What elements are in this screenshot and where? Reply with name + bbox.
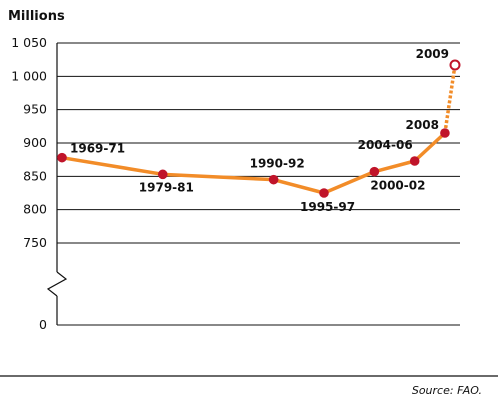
data-point <box>57 152 67 163</box>
y-tick-label: 1 050 <box>11 35 47 50</box>
y-tick-label: 900 <box>23 135 47 150</box>
point-label: 1969-71 <box>70 142 125 156</box>
y-tick-label: 750 <box>23 235 47 250</box>
point-label: 2008 <box>406 118 439 132</box>
axis-break-mark <box>46 271 68 297</box>
y-tick-label: 950 <box>23 102 47 117</box>
point-label: 1995-97 <box>300 200 355 214</box>
gridlines <box>57 42 460 326</box>
y-tick-label: 0 <box>39 317 47 332</box>
data-point <box>268 174 279 185</box>
data-point <box>319 188 329 198</box>
data-point <box>369 166 380 177</box>
point-label: 2000-02 <box>370 179 425 193</box>
data-point <box>157 169 168 180</box>
data-series <box>57 59 461 198</box>
point-label: 2004-06 <box>358 138 413 152</box>
y-tick-labels: 1 050 1 000 950 900 850 800 750 0 <box>11 35 47 332</box>
point-label: 1979-81 <box>139 180 194 194</box>
series-line-projected <box>443 64 457 134</box>
y-tick-label: 800 <box>23 202 47 217</box>
data-point <box>440 128 450 138</box>
point-label: 1990-92 <box>250 157 305 171</box>
y-tick-label: 1 000 <box>11 68 47 83</box>
point-label: 2009 <box>416 47 449 61</box>
point-labels: 1969-71 1979-81 1990-92 1995-97 2000-02 2004-… <box>70 47 449 214</box>
data-point-projected <box>449 59 461 71</box>
data-point <box>409 156 420 166</box>
source-note: Source: FAO. <box>412 384 482 397</box>
y-axis <box>46 43 68 325</box>
y-tick-label: 850 <box>23 168 47 183</box>
y-axis-title: Millions <box>8 9 65 24</box>
